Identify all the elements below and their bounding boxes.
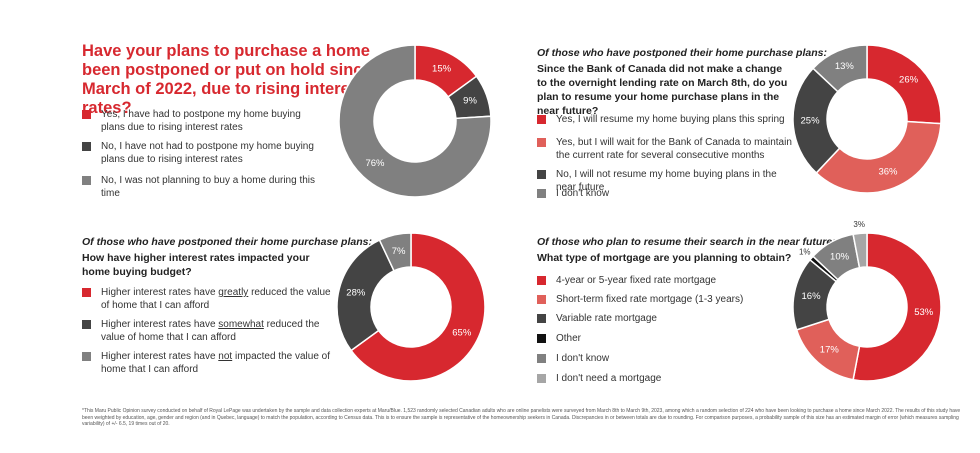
legend-swatch <box>82 142 91 151</box>
legend-item: I don't know <box>537 187 792 200</box>
legend-item: 4-year or 5-year fixed rate mortgage <box>537 274 777 287</box>
legend-label: Yes, I have had to postpone my home buyi… <box>101 109 301 133</box>
legend-item: Variable rate mortgage <box>537 312 777 325</box>
legend-swatch <box>537 189 546 198</box>
legend-label: 4-year or 5-year fixed rate mortgage <box>556 275 717 286</box>
legend-item: Yes, I will resume my home buying plans … <box>537 113 792 126</box>
legend-swatch <box>82 352 91 361</box>
legend-swatch <box>537 334 546 343</box>
legend-label: No, I have not had to postpone my home b… <box>101 141 314 165</box>
legend-swatch <box>537 170 546 179</box>
legend-item: No, I was not planning to buy a home dur… <box>82 174 317 200</box>
panel3-subtitle: Of those who have postponed their home p… <box>82 236 372 248</box>
legend-label: Yes, but I will wait for the Bank of Can… <box>556 137 792 161</box>
donut-slice-label: 16% <box>802 291 822 302</box>
legend-item: No, I will not resume my home buying pla… <box>537 168 792 194</box>
legend-swatch <box>537 115 546 124</box>
legend-item: Yes, I have had to postpone my home buyi… <box>82 108 317 134</box>
donut-slice-label: 10% <box>830 252 850 263</box>
legend-label: Higher interest rates have not impacted … <box>101 351 331 375</box>
legend-item: Yes, but I will wait for the Bank of Can… <box>537 136 792 162</box>
legend-label: No, I was not planning to buy a home dur… <box>101 175 316 199</box>
panel4-subtitle: Of those who plan to resume their search… <box>537 236 836 248</box>
legend-swatch <box>537 314 546 323</box>
donut-slice <box>815 120 942 194</box>
legend-swatch <box>537 295 546 304</box>
panel3-question: How have higher interest rates impacted … <box>82 252 310 278</box>
donut-slice <box>350 232 486 382</box>
legend-item: I don't know <box>537 352 777 365</box>
legend-item: Higher interest rates have somewhat redu… <box>82 318 337 344</box>
panel2-subtitle: Of those who have postponed their home p… <box>537 47 827 59</box>
donut-slice <box>852 232 942 382</box>
donut-slice-label: 13% <box>835 61 855 72</box>
panel1-title: Have your plans to purchase a home been … <box>82 42 372 117</box>
legend-swatch <box>82 288 91 297</box>
legend-label: No, I will not resume my home buying pla… <box>556 169 777 193</box>
legend-label: Variable rate mortgage <box>556 313 657 324</box>
legend-swatch <box>537 374 546 383</box>
legend-label: I don't need a mortgage <box>556 373 662 384</box>
legend-label: Higher interest rates have greatly reduc… <box>101 287 331 311</box>
legend-item: Higher interest rates have not impacted … <box>82 350 337 376</box>
legend-swatch <box>537 138 546 147</box>
donut-slice-label: 65% <box>452 327 472 338</box>
legend-swatch <box>537 276 546 285</box>
donut-slice-label: 1% <box>799 248 811 257</box>
donut-slice <box>378 232 412 272</box>
panel2-donut-chart: 26% 36% 25% 13% <box>792 44 942 194</box>
legend-item: Short-term fixed rate mortgage (1-3 year… <box>537 293 777 306</box>
donut-slice-label: 53% <box>914 307 934 318</box>
donut-slice-label: 36% <box>878 166 898 177</box>
legend-swatch <box>82 320 91 329</box>
panel4-question: What type of mortgage are you planning t… <box>537 252 792 264</box>
legend-item: No, I have not had to postpone my home b… <box>82 140 317 166</box>
legend-item: Other <box>537 332 777 345</box>
donut-slice-label: 17% <box>820 344 840 355</box>
legend-swatch <box>82 176 91 185</box>
donut-slice <box>811 44 868 93</box>
donut-slice-label: 15% <box>432 63 452 74</box>
legend-label: Other <box>556 333 582 344</box>
survey-footnote: *This Maru Public Opinion survey conduct… <box>82 408 961 427</box>
legend-label: I don't know <box>556 353 610 364</box>
legend-item: Higher interest rates have greatly reduc… <box>82 286 337 312</box>
legend-label: Yes, I will resume my home buying plans … <box>556 114 785 125</box>
legend-swatch <box>537 354 546 363</box>
legend-label: Higher interest rates have somewhat redu… <box>101 319 320 343</box>
donut-slice-label: 76% <box>365 158 385 169</box>
donut-slice <box>792 67 841 175</box>
legend-item: I don't need a mortgage <box>537 372 777 385</box>
panel4-donut-chart: 53% 17% 16% 1% 10% 3% <box>792 220 942 382</box>
panel2-question: Since the Bank of Canada did not make a … <box>537 63 788 117</box>
legend-swatch <box>82 110 91 119</box>
donut-slice-label: 26% <box>899 74 919 85</box>
donut-slice <box>336 239 395 352</box>
donut-slice <box>852 232 868 269</box>
panel3-donut-chart: 65% 28% 7% <box>336 232 486 382</box>
legend-label: Short-term fixed rate mortgage (1-3 year… <box>556 294 744 305</box>
panel1-donut-chart: 15% 9% 76% <box>338 44 492 198</box>
donut-slice <box>338 44 492 198</box>
legend-label: I don't know <box>556 188 610 199</box>
donut-slice-label: 28% <box>346 287 366 298</box>
donut-slice-label: 3% <box>853 220 865 229</box>
donut-slice-label: 9% <box>463 96 477 107</box>
donut-slice-label: 7% <box>392 246 406 257</box>
donut-slice-label: 25% <box>801 115 821 126</box>
